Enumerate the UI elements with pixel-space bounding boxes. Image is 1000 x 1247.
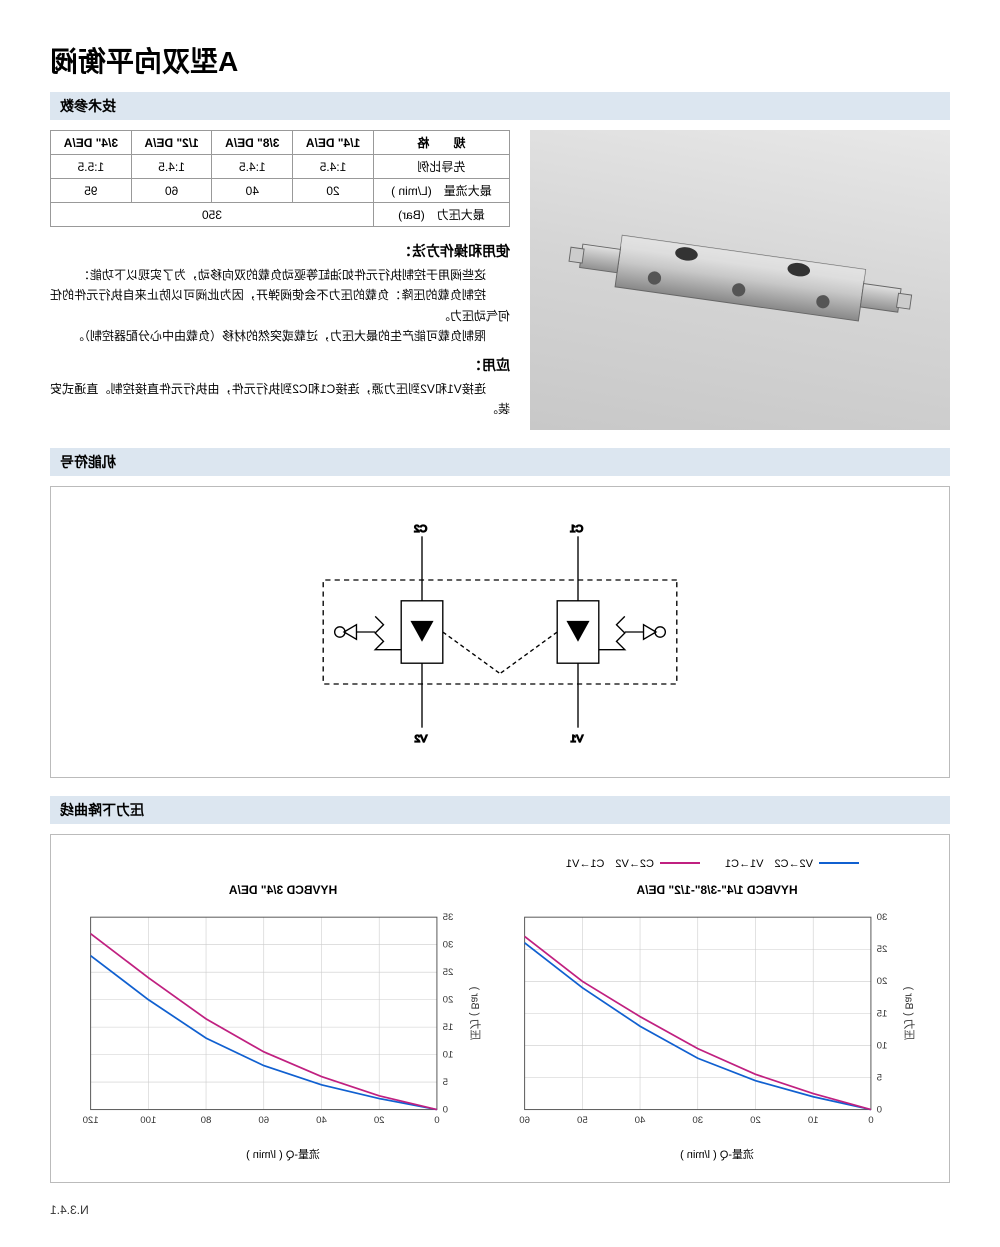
spec-table: 规 格 1/4" DE/A 3/8" DE/A 1/2" DE/A 3/4" D… <box>50 130 510 227</box>
charts-container: V2→C2 V1→C1 C2→V2 C1→V1 HYVBCD 1/4"-3/8"… <box>50 834 950 1183</box>
paragraph: 限制负载可能产生的最大压力，过载或突然的材移（负载由中心分配器控制）。 <box>50 326 510 346</box>
svg-text:0: 0 <box>443 1104 448 1115</box>
svg-text:压力 ( Bar ): 压力 ( Bar ) <box>469 987 482 1040</box>
chart-legend: V2→C2 V1→C1 C2→V2 C1→V1 <box>81 855 859 871</box>
th: 规 格 <box>373 131 509 155</box>
svg-text:5: 5 <box>443 1077 448 1088</box>
section-symbol: 机能符号 <box>50 448 950 476</box>
svg-text:80: 80 <box>201 1115 212 1126</box>
svg-text:C2: C2 <box>414 524 428 535</box>
chart-1: HYVBCD 1/4"-3/8"-1/2" DE/A 0102030405060… <box>515 883 919 1162</box>
x-axis-label: 流量-Q ( l/min ) <box>515 1146 919 1162</box>
usage-title: 使用和操作方法： <box>50 241 510 261</box>
svg-text:30: 30 <box>443 940 454 951</box>
svg-text:20: 20 <box>374 1115 385 1126</box>
paragraph: 这些阀用于控制执行元件如油缸等驱动负载的双向移动，为了实现以下功能： <box>50 265 510 285</box>
svg-text:50: 50 <box>577 1115 588 1126</box>
footer-code: N.3.4.1 <box>50 1203 950 1217</box>
svg-text:15: 15 <box>443 1022 454 1033</box>
th: 3/8" DE/A <box>212 131 293 155</box>
section-curve: 压力下降曲线 <box>50 796 950 824</box>
th: 3/4" DE/A <box>51 131 132 155</box>
svg-text:V1: V1 <box>570 734 583 745</box>
svg-text:10: 10 <box>808 1115 819 1126</box>
legend-label: C2→V2 C1→V1 <box>566 855 654 871</box>
svg-text:10: 10 <box>877 1040 888 1051</box>
svg-text:20: 20 <box>750 1115 761 1126</box>
svg-text:30: 30 <box>692 1115 703 1126</box>
svg-text:10: 10 <box>443 1049 454 1060</box>
svg-text:5: 5 <box>877 1072 882 1083</box>
page-title: A型双向平衡阀 <box>50 40 950 80</box>
svg-text:压力 ( Bar ): 压力 ( Bar ) <box>903 987 916 1040</box>
svg-text:30: 30 <box>877 912 888 923</box>
table-row: 规 格 1/4" DE/A 3/8" DE/A 1/2" DE/A 3/4" D… <box>51 131 510 155</box>
svg-text:35: 35 <box>443 912 454 923</box>
svg-text:0: 0 <box>868 1115 873 1126</box>
table-row: 最大流量 (L/min ) 20 40 60 95 <box>51 179 510 203</box>
hydraulic-symbol: C1 C2 V1 V2 <box>50 486 950 778</box>
th: 1/2" DE/A <box>131 131 212 155</box>
chart-title: HYVBCD 3/4" DE/A <box>81 883 485 897</box>
svg-text:0: 0 <box>434 1115 439 1126</box>
svg-text:0: 0 <box>877 1104 882 1115</box>
svg-text:C1: C1 <box>570 524 584 535</box>
svg-text:25: 25 <box>443 967 454 978</box>
application-title: 应用： <box>50 355 510 375</box>
section-tech-params: 技术参数 <box>50 92 950 120</box>
chart-title: HYVBCD 1/4"-3/8"-1/2" DE/A <box>515 883 919 897</box>
svg-text:100: 100 <box>140 1115 156 1126</box>
x-axis-label: 流量-Q ( l/min ) <box>81 1146 485 1162</box>
paragraph: 控制负载的压降：负载的压力不会使阀弹开，因为此阀可以防止来自执行元件的任何气动压… <box>50 285 510 326</box>
product-image <box>530 130 950 430</box>
svg-text:60: 60 <box>258 1115 269 1126</box>
svg-text:120: 120 <box>83 1115 99 1126</box>
chart-2: HYVBCD 3/4" DE/A 0 20 40 60 80 100 120 0 5 10 15 20… <box>81 883 485 1162</box>
svg-text:40: 40 <box>316 1115 327 1126</box>
svg-text:25: 25 <box>877 944 888 955</box>
th: 1/4" DE/A <box>293 131 374 155</box>
svg-text:15: 15 <box>877 1008 888 1019</box>
svg-text:20: 20 <box>877 976 888 987</box>
table-row: 先导比例 1:4.5 1:4.5 1:4.5 1:5.5 <box>51 155 510 179</box>
legend-label: V2→C2 V1→C1 <box>725 855 813 871</box>
paragraph: 连接V1和V2到压力源，连接C1和C2到执行元件，由执行元件直接控制。直通式安装… <box>50 379 510 420</box>
svg-text:60: 60 <box>519 1115 530 1126</box>
svg-text:20: 20 <box>443 995 454 1006</box>
table-row: 最大压力 (Bar) 350 <box>51 203 510 227</box>
svg-text:40: 40 <box>635 1115 646 1126</box>
svg-text:V2: V2 <box>414 734 427 745</box>
